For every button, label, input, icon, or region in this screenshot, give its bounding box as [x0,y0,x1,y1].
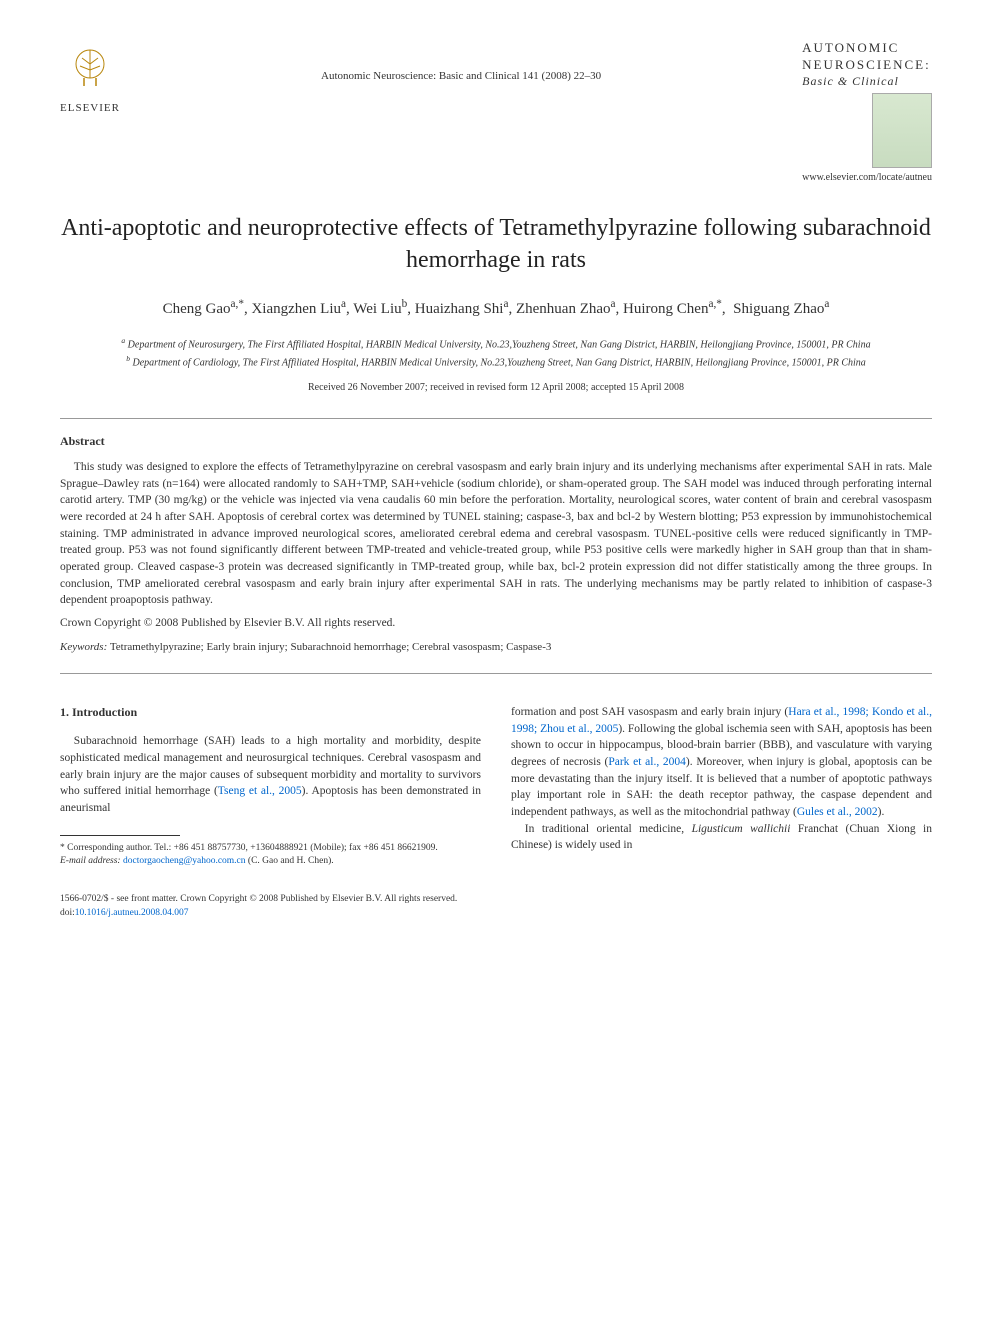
authors: Cheng Gaoa,*, Xiangzhen Liua, Wei Liub, … [60,296,932,321]
left-column: 1. Introduction Subarachnoid hemorrhage … [60,704,481,868]
journal-reference: Autonomic Neuroscience: Basic and Clinic… [120,40,802,82]
intro-p1: Subarachnoid hemorrhage (SAH) leads to a… [60,733,481,816]
abstract-heading: Abstract [60,434,932,449]
intro-p2: formation and post SAH vasospasm and ear… [511,704,932,821]
affiliation-b: b Department of Cardiology, The First Af… [60,353,932,370]
publisher-logo: ELSEVIER [60,40,120,114]
citation-link[interactable]: Tseng et al., 2005 [218,785,302,797]
divider [60,673,932,674]
keywords: Keywords: Tetramethylpyrazine; Early bra… [60,641,932,653]
keywords-text: Tetramethylpyrazine; Early brain injury;… [110,641,552,653]
header: ELSEVIER Autonomic Neuroscience: Basic a… [60,40,932,183]
affiliations: a Department of Neurosurgery, The First … [60,335,932,370]
intro-p3: In traditional oriental medicine, Ligust… [511,821,932,854]
footnote-divider [60,835,180,836]
journal-cover-thumbnail [872,93,932,168]
abstract-body: This study was designed to explore the e… [60,459,932,609]
journal-name-2: NEUROSCIENCE: [802,57,932,74]
article-dates: Received 26 November 2007; received in r… [60,382,932,393]
journal-box: AUTONOMIC NEUROSCIENCE: Basic & Clinical… [802,40,932,183]
publisher-name: ELSEVIER [60,102,120,114]
footer-copyright: 1566-0702/$ - see front matter. Crown Co… [60,893,932,906]
abstract-copyright: Crown Copyright © 2008 Published by Else… [60,617,932,629]
corresponding-author-footnote: * Corresponding author. Tel.: +86 451 88… [60,842,481,869]
keywords-label: Keywords: [60,641,107,653]
journal-subtitle: Basic & Clinical [802,74,932,90]
footnote-email: E-mail address: doctorgaocheng@yahoo.com… [60,855,481,868]
journal-url[interactable]: www.elsevier.com/locate/autneu [802,172,932,183]
affiliation-a: a Department of Neurosurgery, The First … [60,335,932,352]
body-columns: 1. Introduction Subarachnoid hemorrhage … [60,704,932,868]
doi-link[interactable]: 10.1016/j.autneu.2008.04.007 [75,908,189,918]
divider [60,418,932,419]
email-link[interactable]: doctorgaocheng@yahoo.com.cn [123,856,246,866]
footnote-corresponding: * Corresponding author. Tel.: +86 451 88… [60,842,481,855]
section-heading-intro: 1. Introduction [60,704,481,721]
right-column: formation and post SAH vasospasm and ear… [511,704,932,868]
elsevier-tree-icon [60,40,120,100]
article-title: Anti-apoptotic and neuroprotective effec… [60,213,932,275]
journal-name-1: AUTONOMIC [802,40,932,57]
citation-link[interactable]: Gules et al., 2002 [797,806,878,818]
footer-doi: doi:10.1016/j.autneu.2008.04.007 [60,907,932,920]
footer: 1566-0702/$ - see front matter. Crown Co… [60,893,932,920]
citation-link[interactable]: Park et al., 2004 [608,756,686,768]
